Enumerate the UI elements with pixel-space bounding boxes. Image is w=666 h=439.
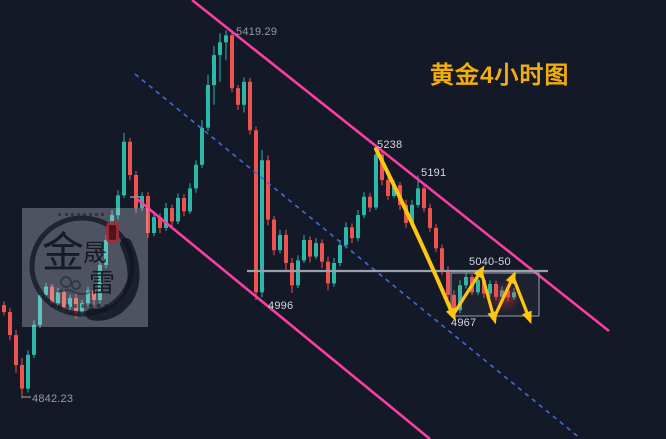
candle-up bbox=[38, 294, 42, 325]
candle-down bbox=[380, 154, 384, 181]
candle-down bbox=[320, 243, 324, 262]
candle-down bbox=[74, 298, 78, 314]
candle-down bbox=[452, 294, 456, 311]
chart-title: 黄金4小时图 bbox=[430, 62, 570, 89]
candle-down bbox=[170, 208, 174, 222]
candle-up bbox=[164, 208, 168, 228]
candle-up bbox=[26, 354, 30, 389]
candle-up bbox=[356, 215, 360, 239]
candle-up bbox=[260, 160, 264, 293]
candle-down bbox=[290, 263, 294, 286]
candle-up bbox=[464, 277, 468, 286]
projection-arrowhead bbox=[487, 310, 498, 325]
candle-down bbox=[158, 217, 162, 228]
candle-down bbox=[284, 234, 288, 263]
candle-up bbox=[374, 154, 378, 208]
candle-up bbox=[44, 286, 48, 295]
candle-up bbox=[86, 290, 90, 304]
price-label-lower-high: 5191 bbox=[421, 167, 447, 179]
candle-up bbox=[416, 188, 420, 205]
candle-down bbox=[248, 81, 252, 131]
channel-lower-line[interactable] bbox=[136, 197, 431, 439]
candle-up bbox=[32, 324, 36, 355]
candle-up bbox=[488, 284, 492, 294]
price-label-resistance-zone: 5040-50 bbox=[469, 256, 511, 268]
candle-up bbox=[68, 298, 72, 307]
price-label-swing-high: 5238 bbox=[377, 139, 403, 151]
candle-down bbox=[134, 175, 138, 209]
candle-up bbox=[152, 217, 156, 233]
projection-arrows[interactable] bbox=[374, 147, 532, 325]
candle-down bbox=[428, 208, 432, 228]
candle-up bbox=[242, 81, 246, 105]
candle-down bbox=[254, 130, 258, 293]
candle-down bbox=[146, 196, 150, 233]
candle-down bbox=[368, 196, 372, 208]
candle-up bbox=[458, 285, 462, 311]
price-label-major-low: 4842.23 bbox=[32, 393, 74, 405]
projection-arrowhead bbox=[522, 310, 532, 325]
candle-up bbox=[200, 127, 204, 165]
candle-up bbox=[80, 303, 84, 314]
candle-down bbox=[230, 35, 234, 89]
projection-main-decline-arrow[interactable] bbox=[374, 147, 455, 317]
candle-down bbox=[440, 248, 444, 270]
candle-down bbox=[62, 292, 66, 307]
candle-up bbox=[104, 240, 108, 265]
candle-up bbox=[338, 245, 342, 263]
candle-up bbox=[332, 263, 336, 284]
candle-up bbox=[194, 164, 198, 189]
candle-down bbox=[446, 270, 450, 295]
candle-down bbox=[2, 305, 6, 313]
candle-down bbox=[266, 160, 270, 220]
price-label-recent-low: 4967 bbox=[451, 317, 477, 329]
candle-up bbox=[116, 195, 120, 216]
channel-mid-dashed-line[interactable] bbox=[134, 73, 582, 439]
candle-up bbox=[296, 260, 300, 286]
candle-up bbox=[188, 188, 192, 212]
candle-down bbox=[308, 240, 312, 257]
candle-up bbox=[362, 196, 366, 216]
candle-up bbox=[98, 264, 102, 300]
candle-down bbox=[350, 227, 354, 239]
candle-up bbox=[344, 227, 348, 246]
candle-up bbox=[302, 240, 306, 261]
candle-up bbox=[110, 215, 114, 240]
candle-up bbox=[56, 292, 60, 304]
candle-up bbox=[218, 42, 222, 56]
candle-up bbox=[176, 197, 180, 222]
candle-down bbox=[92, 290, 96, 300]
candle-down bbox=[434, 227, 438, 249]
candle-up bbox=[410, 204, 414, 223]
price-label-major-high: 5419.29 bbox=[236, 26, 278, 38]
candle-down bbox=[128, 141, 132, 175]
candle-down bbox=[14, 335, 18, 366]
candle-down bbox=[236, 88, 240, 105]
candle-down bbox=[182, 197, 186, 212]
candle-up bbox=[476, 280, 480, 293]
candle-down bbox=[8, 312, 12, 336]
projection-arrowhead bbox=[473, 265, 485, 279]
candle-down bbox=[386, 180, 390, 196]
candle-down bbox=[326, 261, 330, 284]
candle-up bbox=[224, 35, 228, 43]
candle-up bbox=[392, 185, 396, 196]
candle-down bbox=[50, 286, 54, 304]
candle-up bbox=[278, 234, 282, 251]
candle-up bbox=[206, 85, 210, 128]
projection-arrowhead bbox=[445, 307, 456, 322]
candle-up bbox=[122, 141, 126, 196]
candle-down bbox=[20, 365, 24, 389]
candle-up bbox=[314, 243, 318, 257]
projection-arrowhead bbox=[505, 271, 516, 285]
candle-down bbox=[422, 188, 426, 209]
candle-up bbox=[212, 55, 216, 86]
candle-down bbox=[272, 219, 276, 251]
price-label-breakdown-level: 4996 bbox=[268, 300, 294, 312]
